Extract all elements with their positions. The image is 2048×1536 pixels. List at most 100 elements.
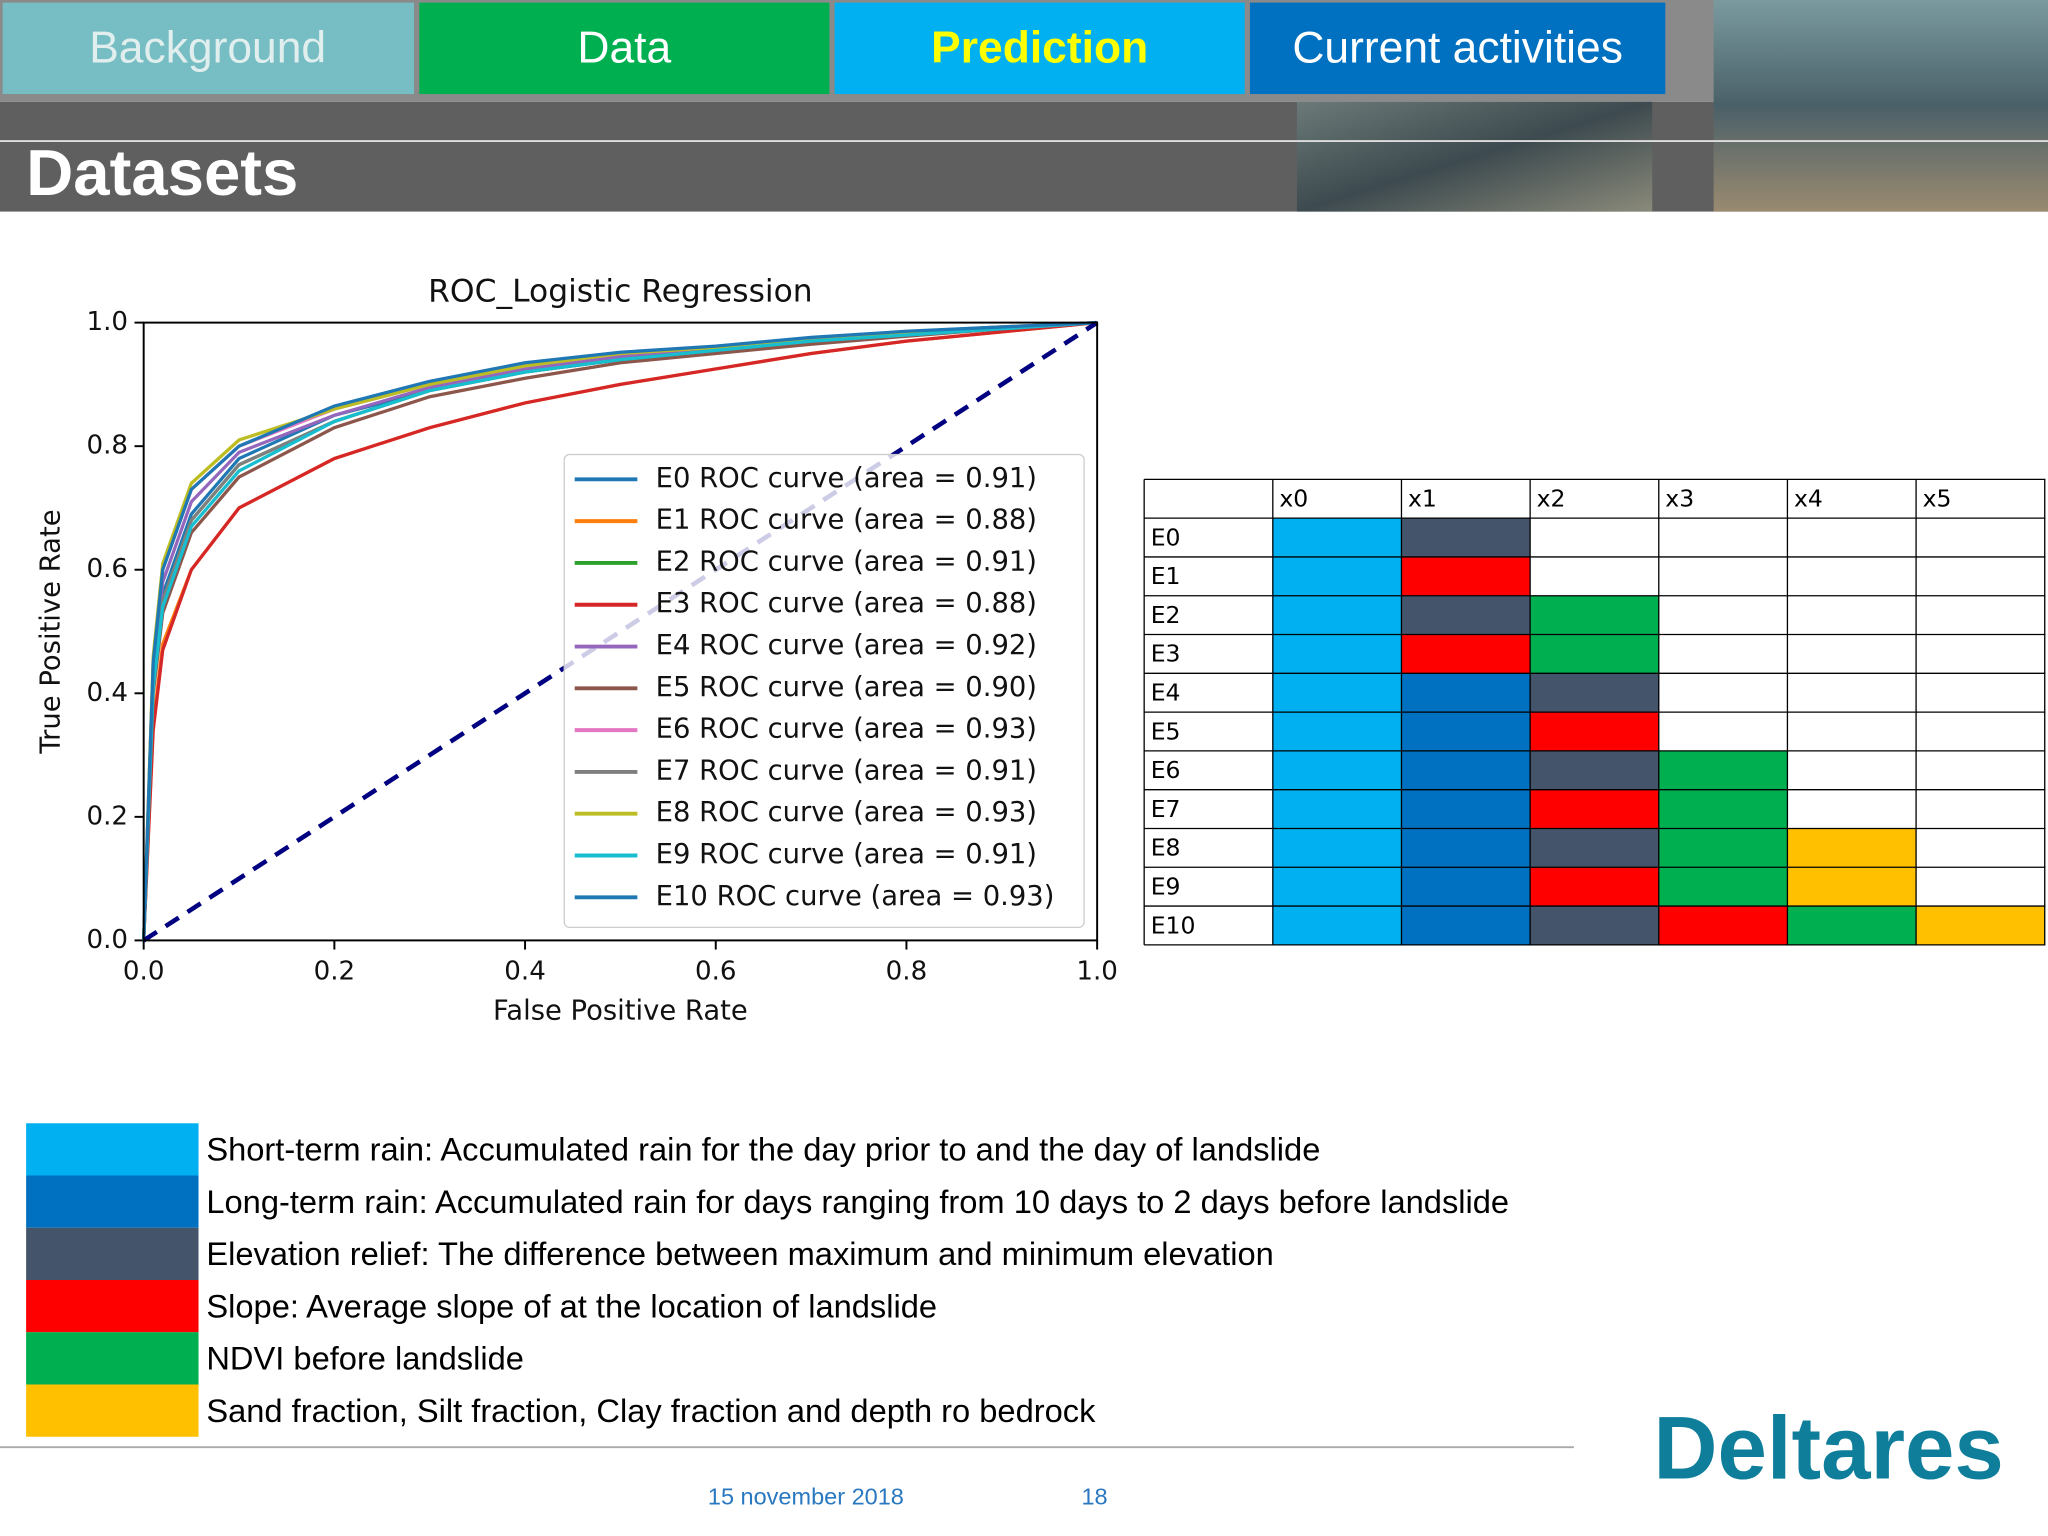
slide-title: Datasets [26, 136, 298, 209]
x-tick-label: 0.2 [314, 956, 356, 986]
key-swatch [26, 1123, 199, 1176]
legend-label: E6 ROC curve (area = 0.93) [656, 714, 1037, 745]
legend-label: E4 ROC curve (area = 0.92) [656, 630, 1037, 661]
roc-curve [142, 320, 1098, 941]
chart-title: ROC_Logistic Regression [428, 274, 812, 310]
y-tick-label: 0.2 [86, 801, 128, 831]
key-text: NDVI before landslide [206, 1340, 524, 1377]
feature-cell [1530, 673, 1659, 713]
row-label: E8 [1151, 834, 1181, 862]
tab-label[interactable]: Prediction [931, 24, 1148, 73]
feature-cell [1272, 556, 1402, 596]
feature-cell [1530, 789, 1659, 829]
column-header: x1 [1408, 485, 1437, 513]
feature-cell [1916, 906, 2045, 945]
feature-cell [1401, 712, 1531, 751]
feature-cell [1787, 867, 1917, 907]
column-header: x5 [1923, 485, 1952, 513]
x-tick-label: 0.0 [123, 956, 165, 986]
feature-cell [1272, 867, 1402, 907]
feature-cell [1530, 712, 1659, 751]
feature-cell [1272, 828, 1402, 868]
legend-label: E9 ROC curve (area = 0.91) [656, 839, 1037, 870]
legend-label: E2 ROC curve (area = 0.91) [656, 546, 1037, 577]
tab-label[interactable]: Current activities [1292, 24, 1623, 73]
row-label: E1 [1151, 562, 1181, 590]
feature-cell [1658, 789, 1788, 829]
plot-frame [142, 321, 1099, 942]
feature-cell [1401, 556, 1531, 596]
key-text: Sand fraction, Silt fraction, Clay fract… [206, 1392, 1096, 1429]
legend-label: E5 ROC curve (area = 0.90) [656, 672, 1037, 703]
feature-cell [1658, 867, 1788, 907]
row-label: E3 [1151, 640, 1181, 668]
feature-cell [1530, 750, 1659, 790]
row-label: E4 [1151, 679, 1181, 707]
tab[interactable] [834, 2, 1245, 95]
y-tick-label: 0.6 [86, 554, 128, 584]
roc-curve [142, 320, 1098, 941]
key-text: Long-term rain: Accumulated rain for day… [206, 1183, 1509, 1220]
feature-cell [1530, 595, 1659, 635]
column-header: x4 [1794, 485, 1823, 513]
key-text: Elevation relief: The difference between… [206, 1235, 1273, 1272]
roc-curve [142, 320, 1098, 941]
tab-label[interactable]: Data [577, 24, 671, 73]
feature-cell [1401, 750, 1531, 790]
feature-cell [1658, 906, 1788, 945]
feature-cell [1401, 906, 1531, 945]
y-axis-label: True Positive Rate [36, 509, 67, 754]
legend-label: E7 ROC curve (area = 0.91) [656, 755, 1037, 786]
column-header: x2 [1537, 485, 1566, 513]
feature-cell [1401, 867, 1531, 907]
tab[interactable] [419, 2, 830, 95]
y-tick-label: 0.0 [86, 925, 128, 955]
legend-label: E0 ROC curve (area = 0.91) [656, 463, 1037, 494]
feature-cell [1401, 634, 1531, 674]
tab[interactable] [2, 2, 415, 95]
x-tick-label: 0.4 [504, 956, 546, 986]
legend-label: E10 ROC curve (area = 0.93) [656, 881, 1055, 912]
y-tick-label: 0.4 [86, 678, 128, 708]
key-text: Short-term rain: Accumulated rain for th… [206, 1131, 1320, 1168]
row-label: E7 [1151, 795, 1181, 823]
row-label: E6 [1151, 756, 1181, 784]
key-text: Slope: Average slope of at the location … [206, 1287, 937, 1324]
feature-cell [1272, 906, 1402, 945]
key-swatch [26, 1280, 199, 1333]
page-number: 18 [1081, 1483, 1107, 1509]
logo: Deltares [1653, 1398, 2003, 1497]
legend-label: E1 ROC curve (area = 0.88) [656, 505, 1037, 536]
tab[interactable] [1249, 2, 1666, 95]
feature-cell [1530, 634, 1659, 674]
feature-cell [1272, 634, 1402, 674]
x-tick-label: 0.6 [695, 956, 737, 986]
row-label: E10 [1151, 911, 1196, 939]
feature-cell [1272, 673, 1402, 713]
footer-date: 15 november 2018 [708, 1483, 904, 1509]
legend-label: E8 ROC curve (area = 0.93) [656, 797, 1037, 828]
feature-cell [1401, 789, 1531, 829]
x-tick-label: 0.8 [886, 956, 928, 986]
feature-cell [1530, 906, 1659, 945]
feature-cell [1658, 750, 1788, 790]
row-label: E9 [1151, 872, 1181, 900]
key-swatch [26, 1384, 199, 1437]
x-axis-label: False Positive Rate [493, 996, 748, 1027]
key-swatch [26, 1332, 199, 1385]
key-swatch [26, 1227, 199, 1280]
feature-cell [1272, 712, 1402, 751]
column-header: x0 [1279, 485, 1308, 513]
tab-label[interactable]: Background [89, 24, 326, 73]
row-label: E2 [1151, 601, 1181, 629]
feature-cell [1401, 828, 1531, 868]
y-tick-label: 1.0 [86, 307, 128, 337]
feature-cell [1530, 867, 1659, 907]
row-label: E5 [1151, 717, 1181, 745]
key-swatch [26, 1175, 199, 1228]
x-tick-label: 1.0 [1076, 956, 1118, 986]
y-tick-label: 0.8 [86, 431, 128, 461]
header-photo [1713, 0, 2048, 212]
